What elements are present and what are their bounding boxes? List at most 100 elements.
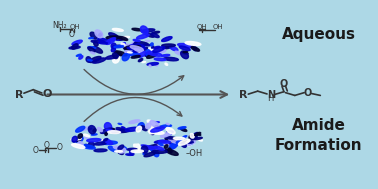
- Ellipse shape: [88, 60, 92, 61]
- Ellipse shape: [181, 51, 189, 59]
- Ellipse shape: [89, 57, 101, 63]
- Ellipse shape: [158, 132, 161, 133]
- Ellipse shape: [153, 47, 165, 52]
- Ellipse shape: [155, 140, 167, 143]
- Ellipse shape: [101, 141, 117, 145]
- Text: O: O: [43, 141, 50, 150]
- Ellipse shape: [89, 128, 92, 130]
- Ellipse shape: [116, 38, 124, 40]
- Ellipse shape: [93, 47, 102, 53]
- Ellipse shape: [117, 130, 130, 132]
- Text: H: H: [268, 94, 274, 103]
- Ellipse shape: [168, 131, 172, 135]
- Ellipse shape: [137, 44, 146, 50]
- Ellipse shape: [185, 42, 201, 46]
- Ellipse shape: [191, 141, 194, 144]
- Ellipse shape: [138, 50, 144, 53]
- Ellipse shape: [188, 142, 194, 143]
- Ellipse shape: [126, 154, 132, 155]
- Ellipse shape: [158, 145, 161, 148]
- Text: NH₂: NH₂: [52, 21, 67, 30]
- Ellipse shape: [158, 143, 163, 146]
- Ellipse shape: [145, 52, 149, 56]
- Text: OH: OH: [70, 24, 81, 30]
- Ellipse shape: [115, 151, 122, 152]
- Text: O: O: [69, 30, 75, 39]
- Ellipse shape: [197, 134, 201, 135]
- Ellipse shape: [176, 140, 182, 143]
- Ellipse shape: [134, 46, 144, 52]
- Ellipse shape: [79, 127, 89, 131]
- Ellipse shape: [146, 144, 161, 149]
- Ellipse shape: [143, 152, 147, 155]
- Ellipse shape: [127, 50, 135, 54]
- Ellipse shape: [141, 145, 147, 146]
- Ellipse shape: [141, 29, 155, 32]
- Ellipse shape: [191, 140, 195, 144]
- Ellipse shape: [151, 33, 159, 38]
- Ellipse shape: [104, 139, 108, 141]
- Ellipse shape: [130, 46, 142, 50]
- Ellipse shape: [94, 142, 107, 145]
- Ellipse shape: [122, 53, 130, 61]
- Ellipse shape: [131, 56, 140, 58]
- Ellipse shape: [150, 126, 162, 129]
- Ellipse shape: [161, 54, 170, 57]
- Ellipse shape: [119, 152, 124, 153]
- Text: O: O: [42, 89, 51, 99]
- Ellipse shape: [141, 47, 143, 49]
- Ellipse shape: [135, 42, 148, 45]
- Ellipse shape: [162, 37, 172, 42]
- Ellipse shape: [144, 152, 155, 157]
- Ellipse shape: [179, 46, 190, 51]
- Ellipse shape: [125, 46, 139, 51]
- Ellipse shape: [72, 44, 78, 49]
- Ellipse shape: [146, 40, 150, 41]
- Ellipse shape: [185, 139, 194, 144]
- Ellipse shape: [89, 38, 93, 39]
- Ellipse shape: [131, 41, 138, 46]
- Ellipse shape: [122, 127, 125, 129]
- Ellipse shape: [111, 129, 115, 131]
- Ellipse shape: [183, 136, 187, 138]
- Ellipse shape: [105, 139, 113, 145]
- Ellipse shape: [195, 137, 202, 140]
- Ellipse shape: [145, 33, 154, 37]
- Ellipse shape: [111, 43, 116, 49]
- Ellipse shape: [164, 57, 178, 61]
- Ellipse shape: [158, 140, 170, 143]
- Ellipse shape: [174, 137, 185, 140]
- Ellipse shape: [182, 140, 187, 142]
- Text: O: O: [56, 143, 62, 152]
- Ellipse shape: [152, 150, 168, 153]
- Ellipse shape: [190, 137, 197, 140]
- Ellipse shape: [71, 138, 81, 140]
- Ellipse shape: [126, 44, 133, 49]
- Ellipse shape: [165, 137, 174, 145]
- Ellipse shape: [118, 123, 122, 125]
- Ellipse shape: [88, 125, 96, 134]
- Ellipse shape: [146, 123, 151, 129]
- Ellipse shape: [91, 134, 97, 135]
- Ellipse shape: [164, 145, 168, 148]
- Ellipse shape: [143, 47, 147, 51]
- Ellipse shape: [155, 63, 158, 66]
- Ellipse shape: [113, 53, 118, 59]
- Ellipse shape: [130, 151, 134, 155]
- Ellipse shape: [101, 128, 113, 133]
- Ellipse shape: [127, 148, 137, 150]
- Ellipse shape: [90, 32, 97, 39]
- Ellipse shape: [197, 138, 203, 141]
- Ellipse shape: [117, 149, 124, 154]
- Ellipse shape: [152, 46, 154, 48]
- Ellipse shape: [161, 125, 172, 128]
- Ellipse shape: [138, 123, 144, 130]
- Ellipse shape: [130, 45, 140, 48]
- Ellipse shape: [153, 46, 160, 48]
- Ellipse shape: [105, 133, 107, 135]
- Ellipse shape: [169, 139, 183, 144]
- Ellipse shape: [195, 132, 201, 136]
- Ellipse shape: [146, 50, 150, 56]
- Ellipse shape: [130, 46, 139, 48]
- Ellipse shape: [78, 142, 83, 147]
